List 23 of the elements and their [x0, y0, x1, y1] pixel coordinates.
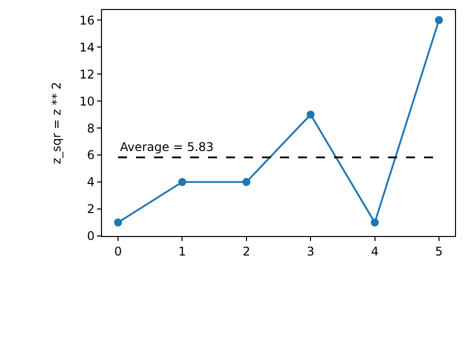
point [178, 178, 186, 186]
ref-line-label: Average = 5.83 [120, 140, 214, 154]
x-tick-label: 0 [114, 244, 122, 258]
y-tick-label: 6 [86, 148, 95, 162]
x-tick-label: 5 [435, 244, 443, 258]
x-tick-label: 2 [242, 244, 250, 258]
y-tick-label: 8 [86, 121, 95, 136]
y-tick-label: 16 [79, 13, 95, 28]
y-axis-title: z_sqr = z ** 2 [50, 82, 64, 164]
point [114, 218, 122, 227]
point [370, 218, 379, 227]
x-tick-label: 1 [178, 244, 186, 258]
point [306, 110, 315, 119]
x-tick-label: 4 [370, 244, 379, 258]
y-tick-label: 10 [79, 94, 95, 108]
x-tick-label: 3 [306, 244, 314, 258]
y-tick-label: 12 [79, 67, 95, 82]
y-tick-label: 14 [79, 40, 95, 54]
y-tick-label: 0 [86, 229, 95, 244]
point [242, 178, 250, 186]
point [434, 16, 443, 24]
y-tick-label: 4 [86, 175, 95, 190]
y-tick-label: 2 [86, 202, 95, 216]
